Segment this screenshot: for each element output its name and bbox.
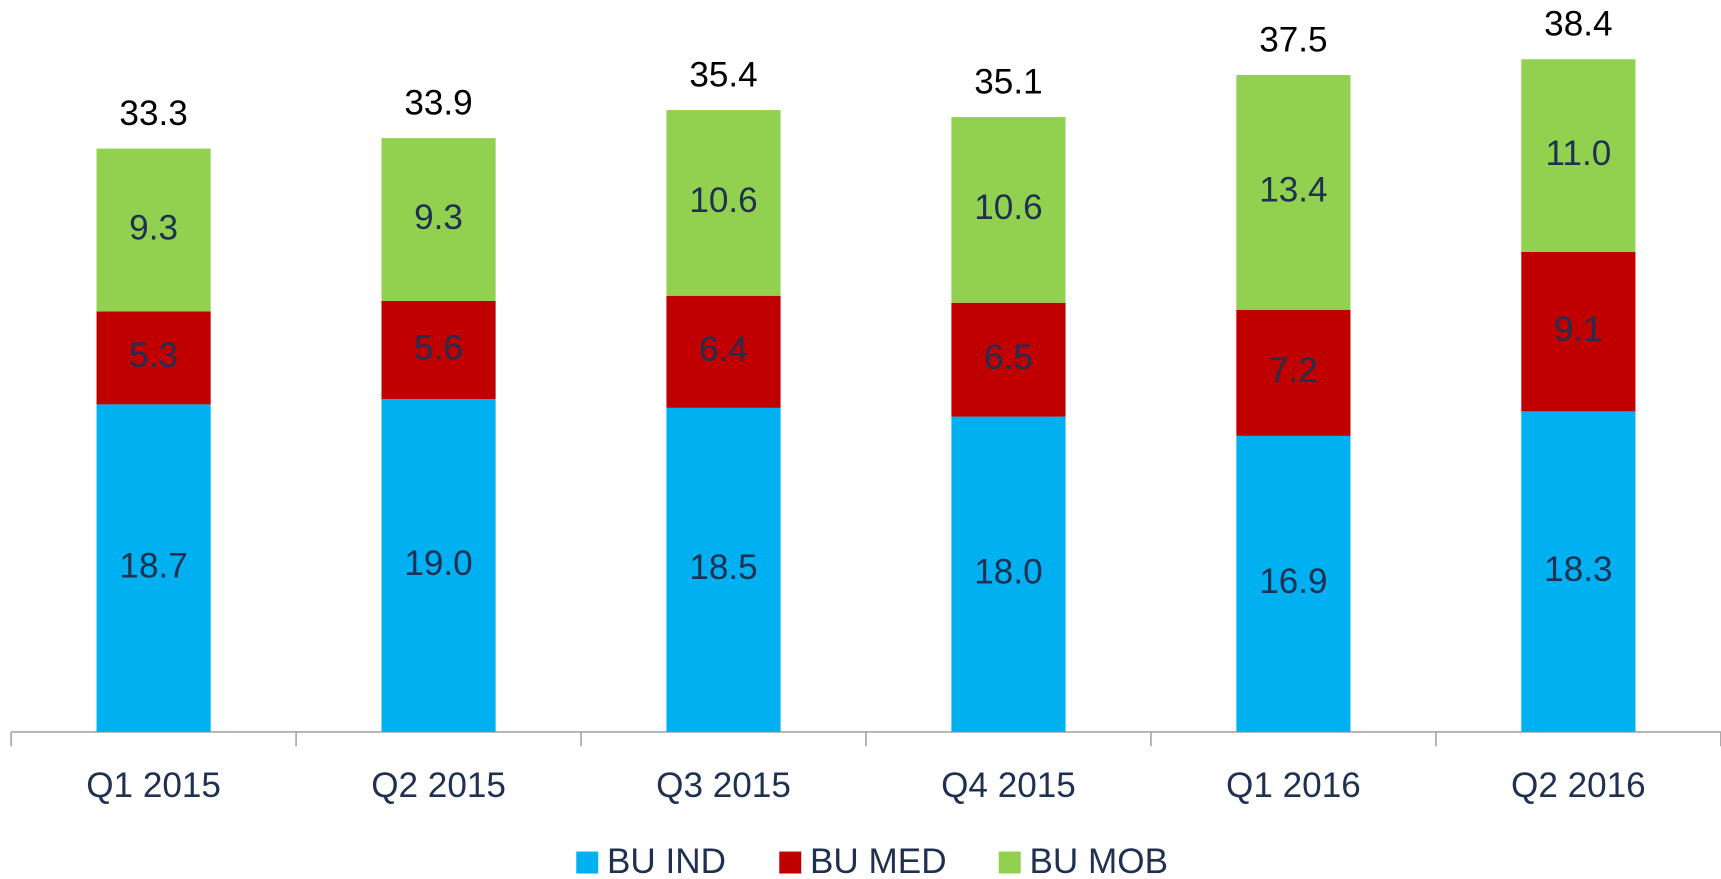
total-label: 33.9 [404, 83, 472, 122]
legend-label: BU IND [607, 842, 726, 879]
data-label: 9.1 [1554, 310, 1603, 349]
bar-segment [1236, 435, 1351, 732]
data-label: 18.7 [119, 546, 187, 585]
data-label: 18.0 [974, 553, 1042, 592]
total-label: 38.4 [1544, 5, 1612, 44]
total-label: 35.4 [689, 55, 757, 94]
data-label: 9.3 [129, 208, 178, 247]
bar-segment [666, 110, 781, 296]
legend-swatch [779, 851, 802, 874]
x-tick-label: Q1 2015 [86, 766, 221, 805]
data-label: 6.4 [699, 330, 748, 369]
legend-label: BU MED [810, 842, 947, 879]
bar-segment [951, 302, 1066, 417]
x-tick-label: Q3 2015 [656, 766, 791, 805]
bar-segment [666, 295, 781, 408]
bar-segment [96, 404, 211, 732]
data-label: 10.6 [974, 188, 1042, 227]
x-tick-label: Q2 2015 [371, 766, 506, 805]
data-label: 7.2 [1269, 351, 1318, 390]
legend-label: BU MOB [1029, 842, 1168, 879]
data-label: 5.3 [129, 336, 178, 375]
legend-swatch [998, 851, 1021, 874]
bar-segment [1236, 75, 1351, 310]
bar-segment [666, 407, 781, 732]
bar-segment [1236, 309, 1351, 436]
total-label: 35.1 [974, 62, 1042, 101]
x-tick-label: Q2 2016 [1511, 766, 1646, 805]
bar-segment [381, 301, 496, 400]
legend-swatch [576, 851, 599, 874]
bar-segment [381, 399, 496, 732]
total-label: 33.3 [119, 94, 187, 133]
bar-segment [951, 117, 1066, 303]
data-label: 18.3 [1544, 550, 1612, 589]
data-label: 13.4 [1259, 171, 1327, 210]
data-label: 16.9 [1259, 562, 1327, 601]
data-label: 10.6 [689, 181, 757, 220]
x-tick-label: Q4 2015 [941, 766, 1076, 805]
bar-segment [1521, 251, 1636, 412]
bar-segment [1521, 411, 1636, 732]
bar-segment [96, 311, 211, 405]
data-label: 5.6 [414, 328, 463, 367]
data-label: 9.3 [414, 198, 463, 237]
data-label: 6.5 [984, 338, 1033, 377]
bar-segment [381, 138, 496, 302]
data-label: 18.5 [689, 548, 757, 587]
data-label: 11.0 [1546, 134, 1612, 173]
bar-segment [951, 416, 1066, 732]
x-tick-label: Q1 2016 [1226, 766, 1361, 805]
bar-segment [1521, 59, 1636, 252]
data-label: 19.0 [404, 544, 472, 583]
total-label: 37.5 [1259, 20, 1327, 59]
bar-segment [96, 148, 211, 312]
